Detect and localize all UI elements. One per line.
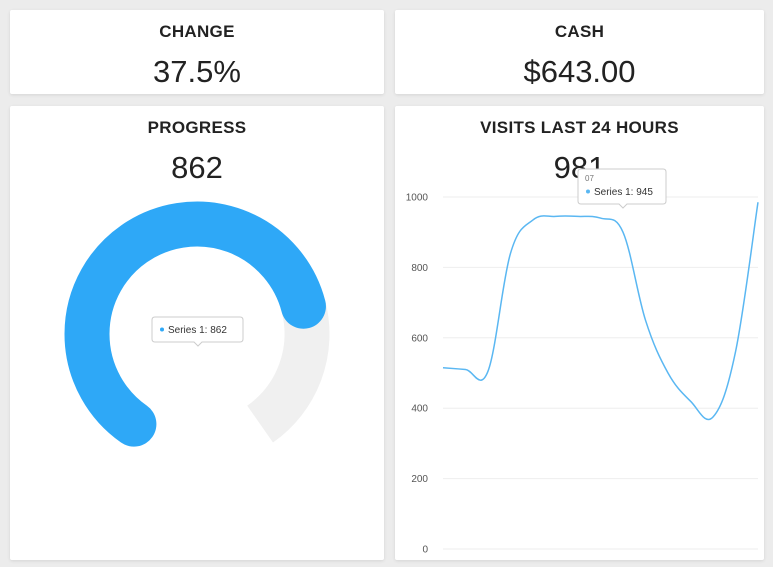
progress-title: PROGRESS [147,118,247,137]
gauge-tooltip: Series 1: 862 [151,316,244,347]
progress-gauge-chart: Series 1: 862 [64,201,330,447]
y-tick-label: 400 [411,404,428,415]
series-1-line[interactable] [442,202,759,421]
chart-y-axis: 0 200 400 600 800 1000 [406,193,429,556]
y-tick-label: 0 [422,545,428,556]
visits-line-chart: 0 200 400 600 800 1000 07 Series 1: 945 [406,168,759,556]
line-tooltip-text: Series 1: 945 [594,187,653,198]
visits-title: VISITS LAST 24 HOURS [480,118,679,137]
change-value: 37.5% [153,54,241,89]
line-tooltip: 07 Series 1: 945 [577,168,667,209]
y-tick-label: 600 [411,333,428,344]
tooltip-series-dot [160,327,164,332]
y-tick-label: 200 [411,474,428,485]
cash-title: CASH [554,22,605,41]
cash-value: $643.00 [523,54,636,89]
gauge-fill-arc[interactable] [64,201,326,447]
progress-card: PROGRESS 862 Series 1: 862 [10,106,384,560]
gauge-tooltip-text: Series 1: 862 [168,325,227,336]
tooltip-series-dot [586,189,590,194]
progress-value: 862 [171,150,223,185]
y-tick-label: 800 [411,263,428,274]
chart-gridlines [443,196,758,550]
y-tick-label: 1000 [406,193,429,204]
change-card: CHANGE 37.5% [10,10,384,94]
cash-card: CASH $643.00 [395,10,764,94]
line-tooltip-header: 07 [585,174,594,183]
visits-card: VISITS LAST 24 HOURS 981 0 200 400 600 800 10… [395,106,764,560]
change-title: CHANGE [159,22,235,41]
